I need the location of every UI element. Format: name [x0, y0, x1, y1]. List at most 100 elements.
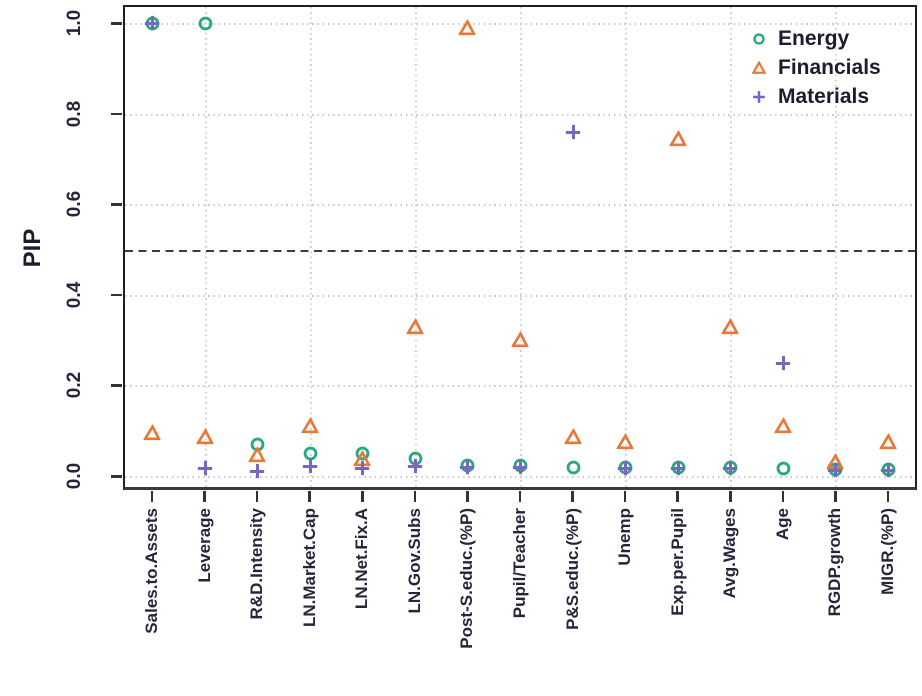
triangle-marker-icon [668, 129, 687, 146]
plus-marker-icon [723, 460, 738, 475]
plot-area [123, 5, 917, 490]
y-tick-mark [111, 203, 122, 206]
triangle-marker-icon [247, 445, 267, 463]
financials-data-point [878, 432, 897, 451]
plus-marker-icon [565, 124, 580, 139]
financials-data-point [142, 423, 161, 441]
x-tick-label: Avg.Wages [720, 508, 740, 599]
legend-item-materials: Materials [746, 82, 881, 111]
x-tick-label: Exp.per.Pupil [667, 508, 687, 616]
triangle-marker-icon [773, 416, 792, 434]
plus-marker-icon [512, 459, 528, 475]
financials-data-point [721, 317, 740, 335]
x-tick-mark [466, 491, 469, 502]
y-tick-mark [111, 293, 122, 297]
y-tick-label: 1.0 [64, 9, 85, 37]
circle-legend-icon [746, 32, 772, 46]
financials-data-point [563, 428, 582, 446]
plus-marker-icon [753, 90, 765, 103]
y-tick-label: 0.8 [64, 100, 85, 127]
materials-data-point [196, 459, 213, 476]
y-axis-title: PIP [19, 228, 46, 268]
v-gridline [414, 7, 417, 487]
x-tick-mark [886, 491, 890, 502]
plus-marker-icon [197, 460, 212, 475]
financials-data-point [405, 317, 424, 335]
x-tick-label: P&S.educ.(%P) [562, 508, 582, 630]
x-tick-mark [255, 491, 259, 502]
y-tick-mark [111, 22, 122, 25]
x-tick-label: LN.Market.Cap [299, 508, 319, 628]
v-gridline [519, 7, 522, 487]
materials-data-point [827, 462, 844, 479]
financials-data-point [773, 416, 792, 435]
y-tick-label: 0.6 [64, 190, 85, 218]
v-gridline [625, 7, 628, 487]
x-tick-mark [571, 491, 574, 502]
energy-data-point [196, 15, 213, 32]
v-gridline [730, 7, 733, 487]
financials-data-point [247, 445, 267, 464]
triangle-marker-icon [458, 18, 477, 35]
x-tick-label: MIGR.(%P) [877, 508, 897, 595]
materials-data-point [617, 459, 634, 476]
plus-marker-icon [670, 460, 685, 475]
x-tick-mark [150, 491, 154, 502]
financials-data-point [615, 432, 635, 451]
circle-marker-icon [355, 446, 370, 461]
materials-data-point [511, 458, 528, 475]
circle-marker-icon [776, 461, 791, 476]
y-tick-mark [111, 112, 122, 116]
plus-marker-icon [144, 15, 160, 31]
triangle-marker-icon [195, 428, 214, 445]
x-tick-label: LN.Gov.Subs [404, 508, 424, 614]
financials-data-point [510, 330, 529, 349]
plus-marker-icon [775, 355, 790, 370]
triangle-marker-icon [300, 416, 319, 434]
x-tick-mark [728, 491, 732, 502]
legend-item-energy: Energy [746, 24, 881, 53]
triangle-marker-icon [615, 432, 635, 450]
financials-data-point [668, 129, 687, 147]
x-tick-label: RGDP.growth [825, 508, 845, 617]
plus-marker-icon [355, 460, 370, 475]
legend-item-financials: Financials [746, 53, 881, 82]
energy-data-point [354, 445, 371, 462]
x-tick-mark [623, 491, 627, 502]
materials-data-point [406, 458, 423, 475]
y-tick-label: 0.4 [64, 281, 85, 309]
circle-marker-icon [753, 32, 765, 45]
materials-data-point [722, 459, 739, 476]
triangle-legend-icon [746, 60, 772, 75]
energy-data-point [774, 459, 791, 476]
financials-data-point [195, 428, 214, 446]
x-tick-label: Post-S.educ.(%P) [457, 508, 477, 649]
legend-label: Materials [778, 84, 870, 108]
plus-marker-icon [617, 460, 633, 475]
x-tick-label: Sales.to.Assets [142, 508, 161, 634]
x-tick-label: Unemp [615, 508, 635, 566]
x-tick-mark [676, 491, 679, 502]
x-tick-label: Leverage [194, 508, 214, 583]
plus-marker-icon [407, 458, 422, 474]
x-tick-mark [203, 491, 206, 502]
x-tick-mark [360, 491, 364, 502]
plus-marker-icon [302, 458, 317, 474]
plus-legend-icon [746, 90, 772, 104]
materials-data-point [144, 15, 161, 32]
materials-data-point [879, 462, 896, 479]
legend: Energy Financials Materials [746, 24, 881, 111]
materials-data-point [301, 458, 318, 475]
triangle-marker-icon [563, 428, 582, 445]
v-gridline [204, 7, 207, 487]
legend-label: Financials [778, 55, 881, 79]
materials-data-point [459, 458, 476, 475]
materials-data-point [564, 123, 581, 140]
x-tick-mark [308, 491, 311, 502]
plus-marker-icon [828, 462, 843, 478]
energy-data-point [564, 458, 581, 475]
x-tick-label: LN.Net.Fix.A [352, 508, 372, 610]
triangle-marker-icon [142, 423, 161, 441]
circle-marker-icon [198, 16, 212, 31]
v-gridline [309, 7, 312, 487]
